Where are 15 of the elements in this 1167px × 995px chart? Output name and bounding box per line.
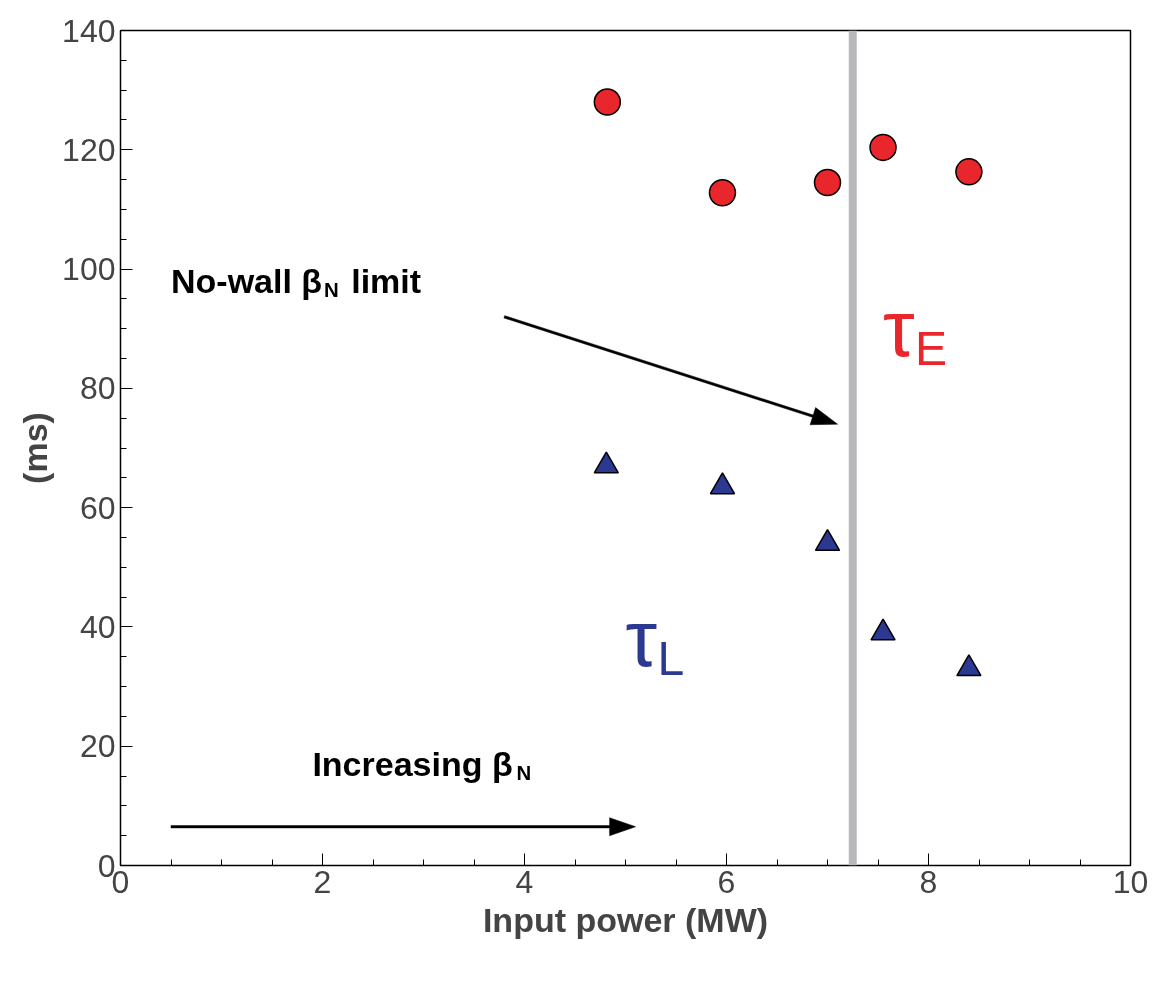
- y-tick-label: 80: [79, 370, 116, 407]
- x-tick-label: 6: [717, 863, 736, 900]
- y-tick-label: 120: [62, 131, 116, 168]
- x-tick-label: 8: [919, 863, 938, 900]
- y-tick-label: 60: [79, 489, 116, 526]
- y-tick-label: 20: [79, 728, 116, 765]
- x-tick-label: 10: [1112, 863, 1149, 900]
- x-tick-label: 4: [515, 863, 534, 900]
- x-tick-label: 2: [313, 863, 332, 900]
- x-axis-title: Input power (MW): [482, 900, 769, 939]
- y-axis-title: (ms): [16, 412, 55, 484]
- y-tick-label: 100: [62, 251, 116, 288]
- annotation: No-wall βN limit: [171, 262, 422, 301]
- y-tick-label: 40: [79, 608, 116, 645]
- y-tick-label: 140: [62, 12, 116, 49]
